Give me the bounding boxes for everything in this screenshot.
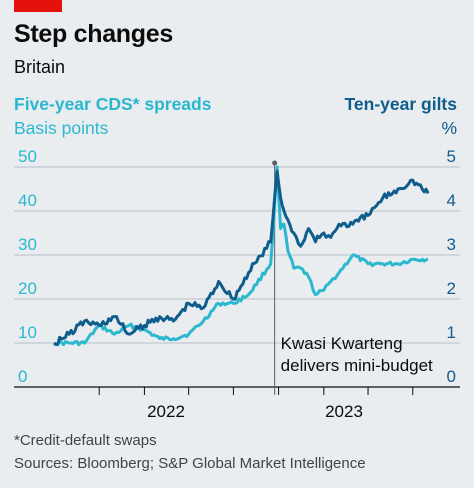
annotation-dot — [272, 160, 278, 166]
right-tick-label: 4 — [447, 191, 456, 210]
annotation-line2: delivers mini-budget — [281, 356, 433, 375]
footnote: *Credit-default swaps — [14, 432, 157, 449]
chart-subtitle: Britain — [14, 57, 66, 77]
right-tick-label: 0 — [447, 367, 456, 386]
left-tick-label: 10 — [18, 323, 37, 342]
source-note: Sources: Bloomberg; S&P Global Market In… — [14, 455, 366, 472]
left-tick-label: 0 — [18, 367, 27, 386]
right-tick-label: 3 — [447, 235, 456, 254]
right-tick-label: 2 — [447, 279, 456, 298]
right-series-label: Ten-year gilts — [344, 94, 458, 114]
right-tick-label: 5 — [447, 147, 456, 166]
gilts-series-line — [53, 169, 430, 346]
left-tick-label: 30 — [18, 235, 37, 254]
annotation-line1: Kwasi Kwarteng — [281, 334, 403, 353]
brand-tag — [14, 0, 62, 12]
cds-series-line — [53, 165, 429, 347]
x-tick-label: 2022 — [147, 402, 185, 421]
x-tick-label: 2023 — [325, 402, 363, 421]
left-series-label: Five-year CDS* spreads — [14, 94, 212, 114]
left-tick-label: 40 — [18, 191, 37, 210]
chart-title: Step changes — [14, 20, 173, 48]
left-axis-unit: Basis points — [14, 118, 109, 138]
right-tick-label: 1 — [447, 323, 456, 342]
left-tick-label: 20 — [18, 279, 37, 298]
left-tick-label: 50 — [18, 147, 37, 166]
right-axis-unit: % — [441, 118, 457, 138]
